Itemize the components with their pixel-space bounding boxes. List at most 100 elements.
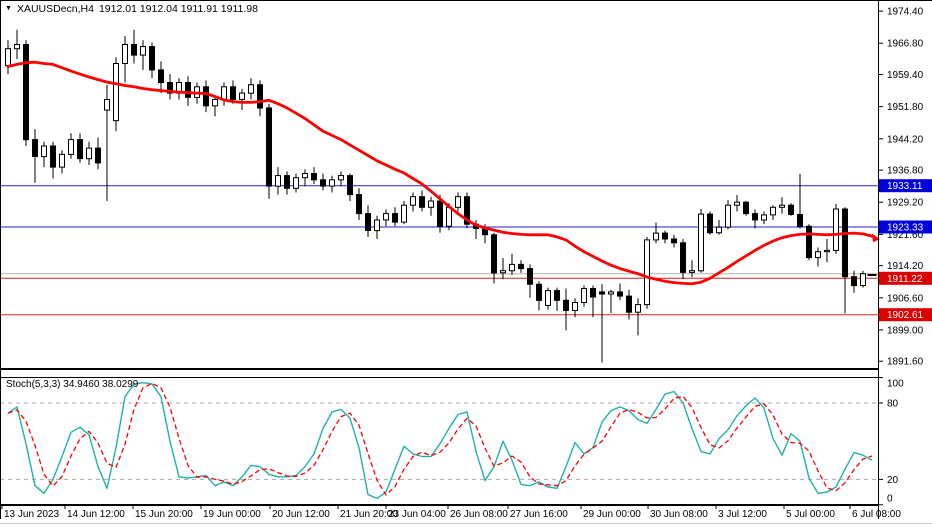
bullish-candle: [59, 153, 65, 168]
bearish-candle: [752, 213, 758, 221]
bearish-candle: [599, 291, 605, 295]
chart-header: ▼ XAUUSDecn,H4 1912.01 1912.04 1911.91 1…: [5, 3, 258, 15]
price-axis-label: 1929.20: [887, 198, 924, 209]
bearish-candle: [77, 139, 83, 160]
bearish-candle: [491, 234, 497, 274]
bullish-candle: [455, 196, 461, 208]
bullish-candle: [338, 175, 344, 181]
stoch-axis-label: 80: [887, 399, 899, 410]
time-axis-label: 23 Jun 04:00: [388, 509, 446, 520]
bullish-candle: [689, 270, 695, 273]
bullish-candle: [833, 208, 839, 251]
bearish-candle: [626, 295, 632, 313]
bearish-candle: [356, 194, 362, 215]
bullish-candle: [410, 196, 416, 206]
bullish-candle: [698, 213, 704, 272]
time-axis-label: 19 Jun 00:00: [203, 509, 261, 520]
bearish-candle: [167, 82, 173, 94]
stoch-axis[interactable]: 100 80 20 0: [878, 377, 904, 506]
bearish-candle: [392, 213, 398, 223]
bearish-candle: [230, 86, 236, 101]
bullish-candle: [275, 175, 281, 187]
price-axis-label: 1974.40: [887, 7, 924, 18]
moving-average-line: [6, 60, 874, 286]
bearish-candle: [95, 147, 101, 164]
bearish-candle: [266, 107, 272, 187]
price-axis-label: 1899.00: [887, 325, 924, 336]
bullish-candle: [572, 302, 578, 311]
bearish-candle: [32, 139, 38, 158]
bullish-candle: [140, 46, 146, 56]
quote-ohlc-values: 1912.01 1912.04 1911.91 1911.98: [98, 3, 258, 15]
bullish-candle: [86, 147, 92, 160]
stoch-axis-label: 100: [887, 379, 904, 390]
time-axis-label: 6 Jul 08:00: [852, 509, 901, 520]
symbol-dropdown-icon[interactable]: ▼: [5, 5, 12, 12]
bullish-candle: [401, 204, 407, 223]
bearish-candle: [842, 208, 848, 278]
bullish-candle: [5, 48, 11, 67]
price-axis-label: 1936.80: [887, 166, 924, 177]
bullish-candle: [212, 99, 218, 107]
symbol-period-label: XAUUSDecn,H4: [16, 3, 94, 15]
bullish-candle: [770, 206, 776, 216]
bearish-candle: [851, 276, 857, 287]
bullish-candle: [725, 204, 731, 228]
bullish-candle: [383, 213, 389, 221]
stoch-d-signal-line: [7, 382, 873, 496]
bearish-candle: [788, 204, 794, 215]
price-axis-label: 1966.80: [887, 39, 924, 50]
time-axis[interactable]: 13 Jun 2023 14 Jun 12:00 15 Jun 20:00 19 Ju…: [1, 505, 901, 520]
time-axis-label: 14 Jun 12:00: [67, 509, 125, 520]
bearish-candle: [527, 268, 533, 285]
time-axis-label: 27 Jun 16:00: [510, 509, 568, 520]
bearish-candle: [797, 214, 803, 227]
stochastic-panel: [0, 382, 878, 500]
time-axis-label: 26 Jun 08:00: [450, 509, 508, 520]
time-axis-label: 13 Jun 2023: [4, 509, 59, 520]
bearish-candle: [149, 46, 155, 71]
bullish-candle: [653, 232, 659, 241]
bearish-candle: [203, 86, 209, 107]
bearish-candle: [284, 175, 290, 189]
bullish-candle: [644, 239, 650, 306]
bearish-candle: [437, 200, 443, 227]
bearish-candle: [563, 299, 569, 311]
price-axis[interactable]: 1974.40 1966.80 1959.40 1951.80 1944.20 1936.…: [878, 7, 932, 368]
bullish-candle: [293, 177, 299, 189]
bearish-candle: [158, 69, 164, 84]
bullish-candle: [635, 304, 641, 313]
bearish-candle: [185, 82, 191, 98]
price-line-label: 1933.11: [887, 181, 923, 192]
stoch-indicator-label: Stoch(5,3,3) 34.9460 38.0299: [6, 379, 139, 390]
bullish-candle: [221, 86, 227, 101]
price-axis-label: 1891.60: [887, 357, 924, 368]
bearish-candle: [671, 238, 677, 244]
bearish-candle: [131, 44, 137, 56]
price-axis-label: 1951.80: [887, 102, 924, 113]
bearish-candle: [464, 196, 470, 225]
time-axis-label: 20 Jun 12:00: [272, 509, 330, 520]
horizontal-lines-layer: [0, 185, 878, 316]
bearish-candle: [518, 263, 524, 270]
bullish-candle: [716, 226, 722, 234]
bullish-candle: [329, 179, 335, 187]
bearish-candle: [707, 213, 713, 234]
bearish-candle: [662, 232, 668, 240]
price-line-label: 1902.61: [887, 310, 924, 321]
bearish-candle: [320, 179, 326, 187]
price-axis-label: 1914.20: [887, 261, 924, 272]
bullish-candle: [374, 219, 380, 232]
bullish-candle: [428, 200, 434, 208]
bearish-candle: [743, 201, 749, 215]
bullish-candle: [446, 206, 452, 227]
time-axis-label: 3 Jul 12:00: [718, 509, 767, 520]
time-axis-label: 21 Jun 20:00: [340, 509, 398, 520]
bearish-candle: [590, 288, 596, 298]
bearish-candle: [50, 145, 56, 168]
bearish-candle: [806, 225, 812, 259]
price-axis-label: 1944.20: [887, 134, 924, 145]
